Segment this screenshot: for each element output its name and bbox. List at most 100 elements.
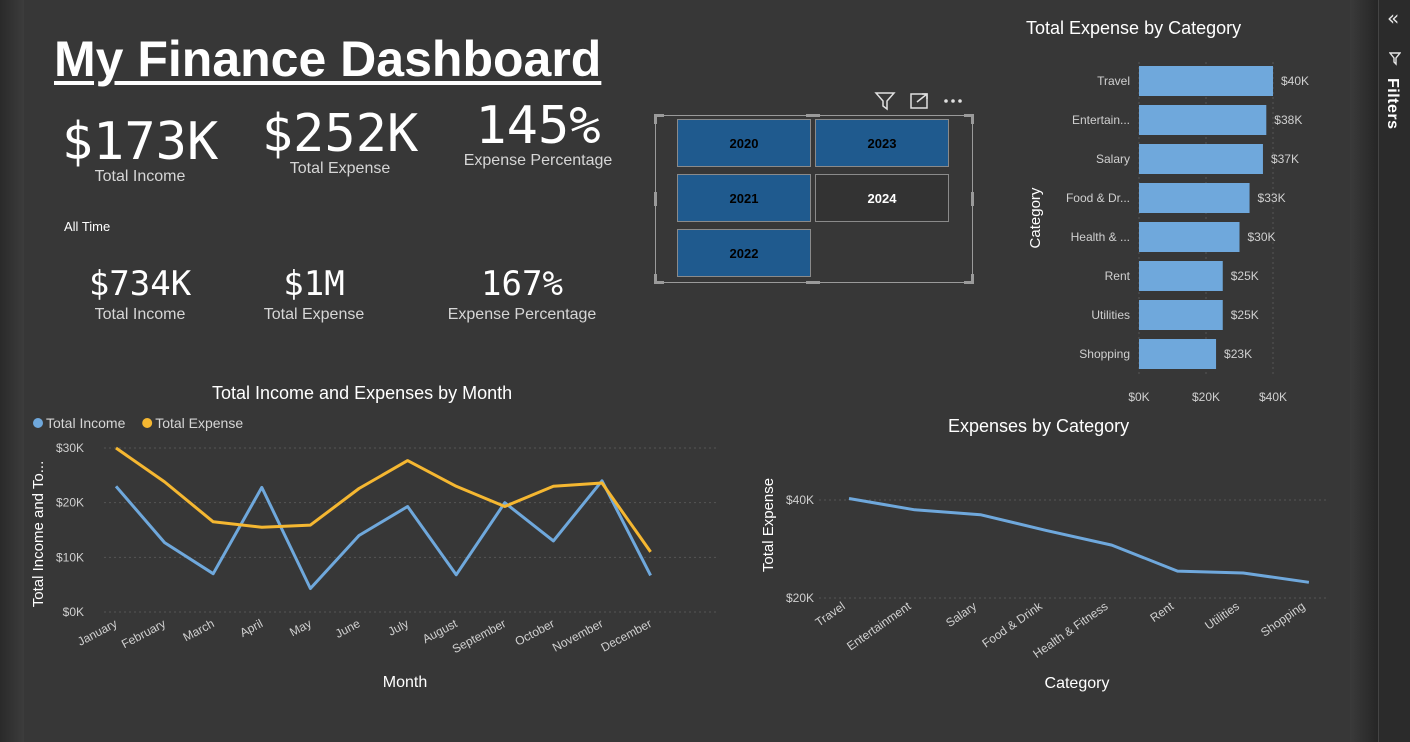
kpi-label: Total Expense [263, 306, 365, 323]
data-label: $25K [1231, 308, 1259, 322]
more-options-icon[interactable] [944, 99, 962, 103]
resize-handle[interactable] [806, 114, 820, 117]
focus-mode-icon[interactable] [910, 93, 928, 109]
x-axis-title: Category [1045, 675, 1110, 692]
kpi-label: Total Income [94, 306, 186, 323]
x-tick-label: Travel [813, 599, 848, 629]
resize-handle[interactable] [971, 192, 974, 206]
kpi-value: $734K [88, 264, 192, 304]
x-tick-label: March [181, 616, 217, 644]
x-tick-label: May [287, 616, 314, 639]
legend-label: Total Income [46, 415, 126, 431]
kpi-card-expense: $252K Total Expense [240, 104, 440, 178]
kpi-card-income: $173K Total Income [40, 112, 240, 186]
visual-header-toolbar [872, 90, 972, 112]
double-chevron-left-icon[interactable]: « [1387, 6, 1400, 30]
resize-handle[interactable] [654, 274, 657, 284]
x-tick-label: April [237, 616, 265, 640]
kpi-card-expense-percentage-all-time: 167% Expense Percentage [422, 264, 622, 324]
kpi-label: Total Income [94, 168, 186, 185]
filter-icon[interactable] [874, 92, 896, 111]
chart-title: Expenses by Category [948, 416, 1130, 436]
filters-label[interactable]: Filters [1384, 78, 1401, 130]
x-tick-label: July [386, 616, 411, 638]
category-tick-label: Shopping [1079, 347, 1130, 361]
category-tick-label: Utilities [1091, 308, 1130, 322]
kpi-label: Expense Percentage [463, 152, 613, 169]
bar[interactable] [1139, 222, 1240, 252]
x-tick-label: Food & Drink [979, 598, 1045, 650]
resize-handle[interactable] [654, 114, 657, 124]
series-line[interactable] [848, 497, 1310, 584]
expense-by-category-bar-chart[interactable]: Total Expense by Category Travel $40K Ente… [1015, 14, 1345, 409]
series-line[interactable] [115, 446, 652, 553]
data-label: $30K [1248, 230, 1276, 244]
year-slicer-item[interactable]: 2023 [815, 119, 949, 167]
kpi-value: $1M [283, 264, 345, 304]
category-tick-label: Food & Dr... [1066, 191, 1130, 205]
resize-handle[interactable] [964, 114, 974, 117]
bar[interactable] [1139, 105, 1267, 135]
year-slicer: 2020 2023 2021 2024 2022 [654, 114, 974, 284]
category-tick-label: Travel [1097, 74, 1130, 88]
x-tick-label: Salary [943, 599, 979, 630]
legend-marker [33, 418, 43, 428]
resize-handle[interactable] [971, 114, 974, 124]
filters-pane[interactable]: « Filters [1378, 0, 1410, 742]
all-time-label: All Time [64, 219, 111, 234]
y-tick-label: $20K [786, 591, 814, 605]
bar[interactable] [1139, 144, 1263, 174]
data-label: $23K [1224, 347, 1252, 361]
resize-handle[interactable] [654, 114, 664, 117]
kpi-value: $252K [261, 104, 419, 164]
kpi-value: 167% [481, 264, 563, 304]
x-tick-label: February [119, 616, 168, 651]
bar[interactable] [1139, 183, 1250, 213]
x-axis-title: Month [383, 674, 427, 691]
resize-handle[interactable] [654, 281, 664, 284]
kpi-label: Total Expense [289, 160, 391, 177]
category-tick-label: Health & ... [1071, 230, 1130, 244]
year-slicer-item[interactable]: 2021 [677, 174, 811, 222]
category-tick-label: Salary [1096, 152, 1130, 166]
legend-label: Total Expense [155, 415, 243, 431]
y-axis-title: Total Expense [760, 478, 777, 572]
year-slicer-item[interactable]: 2024 [815, 174, 949, 222]
resize-handle[interactable] [964, 281, 974, 284]
x-tick-label: September [450, 616, 508, 656]
y-tick-label: $10K [56, 550, 84, 564]
resize-handle[interactable] [806, 281, 820, 284]
legend-marker [142, 418, 153, 428]
data-label: $37K [1271, 152, 1299, 166]
page-title: My Finance Dashboard [54, 31, 602, 87]
chart-title: Total Expense by Category [1026, 18, 1242, 38]
expenses-by-category-line-chart[interactable]: Expenses by Category $20K $40K Travel Enter… [750, 410, 1340, 700]
x-tick-label: November [550, 616, 605, 654]
x-tick-label: $40K [1259, 390, 1287, 404]
y-tick-label: $20K [56, 496, 84, 510]
chart-title: Total Income and Expenses by Month [212, 383, 513, 403]
y-tick-label: $0K [63, 605, 84, 619]
series-line[interactable] [114, 479, 652, 590]
y-tick-label: $30K [56, 441, 84, 455]
kpi-card-income-all-time: $734K Total Income [40, 264, 240, 324]
year-slicer-item[interactable]: 2020 [677, 119, 811, 167]
x-tick-label: January [75, 616, 119, 648]
kpi-value: 145% [475, 96, 601, 156]
data-label: $38K [1274, 113, 1302, 127]
resize-handle[interactable] [654, 192, 657, 206]
year-slicer-item[interactable]: 2022 [677, 229, 811, 277]
income-expense-by-month-chart[interactable]: Total Income and Expenses by Month Total… [24, 378, 724, 698]
bar[interactable] [1139, 300, 1223, 330]
bar[interactable] [1139, 339, 1217, 369]
x-tick-label: Entertainment [844, 599, 914, 654]
x-tick-label: Rent [1147, 599, 1176, 625]
kpi-card-expense-all-time: $1M Total Expense [214, 264, 414, 324]
canvas-gutter [1350, 0, 1378, 742]
resize-handle[interactable] [971, 274, 974, 284]
y-axis-title: Category [1027, 187, 1044, 248]
bar[interactable] [1139, 261, 1223, 291]
kpi-label: Expense Percentage [447, 306, 597, 323]
bar[interactable] [1139, 66, 1273, 96]
y-axis-title: Total Income and To... [30, 461, 47, 607]
